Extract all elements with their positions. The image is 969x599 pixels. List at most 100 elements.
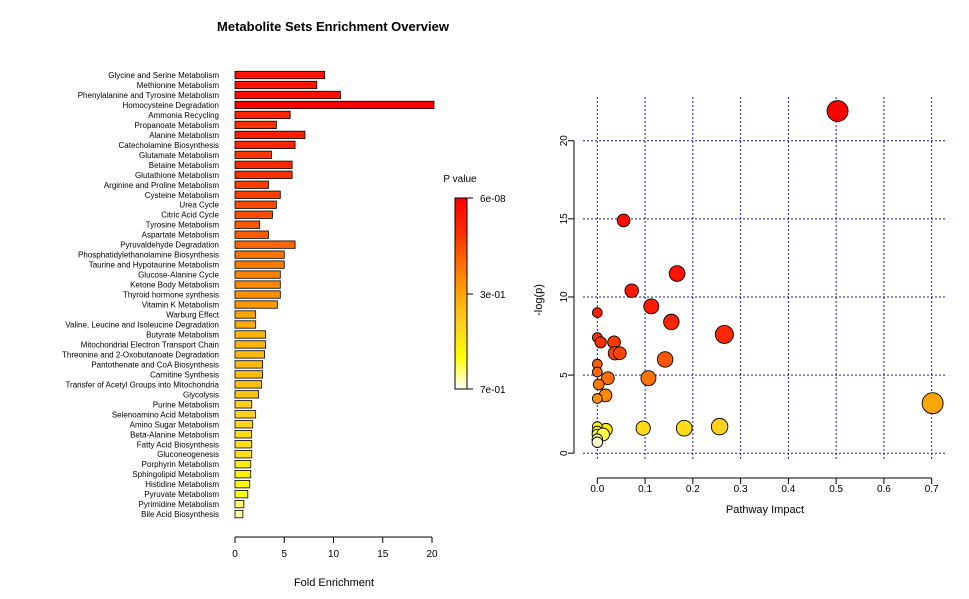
scatter-point (592, 366, 603, 378)
bar (234, 90, 341, 100)
scatter-point (921, 392, 944, 415)
bar-category-label: Transfer of Acetyl Groups into Mitochond… (65, 380, 219, 389)
bar-category-label: Betaine Metabolism (149, 161, 220, 170)
legend-tick-label: 6e-08 (480, 194, 506, 205)
scatter-x-tick-label: 0.6 (877, 484, 891, 495)
bar-category-label: Pyruvaldehyde Degradation (120, 241, 219, 250)
scatter-point (592, 307, 603, 318)
bar (234, 80, 318, 90)
bar-category-label: Pyrimidine Metabolism (139, 500, 220, 509)
bar-category-label: Taurine and Hypotaurine Metabolism (89, 261, 220, 270)
bar-category-label: Purine Metabolism (153, 400, 220, 409)
scatter-x-tick-label: 0.5 (829, 484, 843, 495)
enrichment-bar-chart: Glycine and Serine MetabolismMethionine … (62, 70, 438, 589)
legend-ticks: 6e-08 3e-01 7e-01 (467, 194, 506, 396)
bar-category-label: Butyrate Metabolism (146, 330, 219, 339)
bar (234, 110, 291, 120)
scatter-point (710, 417, 729, 436)
bar-x-tick-label: 20 (426, 549, 438, 560)
bar-category-label: Ketone Body Metabolism (130, 281, 219, 290)
scatter-x-tick-label: 0.7 (925, 484, 939, 495)
pvalue-legend: P value 6e-08 3e-01 7e-01 (443, 174, 506, 396)
bar (234, 300, 278, 309)
bar (234, 160, 293, 169)
scatter-point (594, 336, 607, 349)
bar (234, 130, 306, 139)
bar-category-label: Alanine Metabolism (149, 131, 219, 140)
bar-category-label: Glucose-Alanine Cycle (138, 271, 219, 280)
bar-x-tick-label: 15 (377, 549, 389, 560)
bar (234, 240, 296, 249)
bar (234, 120, 277, 129)
scatter-point (656, 351, 674, 368)
bar-category-label: Glutathione Metabolism (135, 171, 219, 180)
bar (234, 210, 273, 219)
scatter-grid (583, 97, 946, 461)
chart-title: Metabolite Sets Enrichment Overview (217, 19, 450, 34)
bar (234, 320, 257, 329)
bar-category-label: Pantothenate and CoA Biosynthesis (91, 360, 219, 369)
scatter-y-tick-label: 5 (559, 372, 570, 378)
scatter-x-tick-label: 0.0 (590, 484, 604, 495)
bar (234, 230, 269, 239)
scatter-point (616, 213, 631, 228)
bar (234, 420, 254, 429)
bar (234, 440, 253, 449)
bar (234, 140, 296, 149)
bar (234, 460, 252, 469)
scatter-point (612, 346, 627, 361)
legend-tick-label: 3e-01 (480, 290, 506, 301)
bar-category-label: Glycine and Serine Metabolism (108, 71, 219, 80)
pathway-impact-scatter: 0.0 0.1 0.2 0.3 0.4 0.5 0.6 0.7 0 5 10 15 20 Pathway… (533, 97, 946, 516)
bar-category-label: Cysteine Metabolism (145, 191, 220, 200)
bar (234, 350, 265, 359)
bar (234, 340, 266, 349)
scatter-point (591, 436, 604, 448)
bar-category-label: Histidine Metabolism (145, 480, 219, 489)
scatter-y-axis-title: -log(p) (533, 284, 545, 316)
scatter-point (624, 283, 639, 298)
scatter-x-tick-label: 0.2 (686, 484, 700, 495)
bar-category-label: Gluconeogenesis (157, 450, 219, 459)
scatter-x-tick-label: 0.3 (734, 484, 748, 495)
bar-category-label: Pyruvate Metabolism (144, 490, 219, 499)
scatter-points (591, 100, 944, 448)
scatter-y-tick-label: 15 (559, 213, 570, 225)
bar-category-label: Propanoate Metabolism (135, 121, 220, 130)
bar (234, 200, 277, 209)
bar-category-labels: Glycine and Serine MetabolismMethionine … (62, 71, 220, 519)
bar-category-label: Warburg Effect (166, 311, 220, 320)
scatter-axes: 0.0 0.1 0.2 0.3 0.4 0.5 0.6 0.7 0 5 10 15 20 (559, 135, 939, 495)
bar-category-label: Homocysteine Degradation (123, 101, 220, 110)
scatter-y-tick-label: 20 (559, 135, 570, 147)
bar (234, 410, 257, 419)
scatter-x-tick-label: 0.1 (638, 484, 652, 495)
scatter-x-tick-label: 0.4 (781, 484, 795, 495)
bar-category-label: Tyrosine Metabolism (146, 221, 220, 230)
bar (234, 250, 285, 259)
bar-x-axis-title: Fold Enrichment (294, 577, 374, 589)
bar-category-label: Threonine and 2-Oxobutanoate Degradation (62, 350, 219, 359)
bar-x-tick-label: 0 (232, 549, 238, 560)
bar (234, 190, 281, 199)
bar-category-label: Fatty Acid Biosynthesis (137, 440, 219, 449)
legend-title: P value (443, 174, 477, 185)
scatter-point (663, 313, 680, 331)
bar-category-label: Carnitine Synthesis (150, 370, 219, 379)
bar-category-label: Glycolysis (183, 390, 219, 399)
scatter-point (635, 420, 651, 436)
bar (234, 280, 281, 289)
bar (234, 380, 263, 389)
legend-color-bar (454, 197, 468, 390)
bar-category-label: Vitamin K Metabolism (142, 301, 220, 310)
scatter-point (714, 325, 734, 344)
bar-category-label: Urea Cycle (179, 201, 219, 210)
bar (234, 290, 281, 299)
bar (234, 180, 269, 189)
bar (234, 330, 266, 339)
scatter-point (643, 298, 660, 315)
bar-category-label: Aspartate Metabolism (142, 231, 220, 240)
bar-category-label: Porphyrin Metabolism (142, 460, 220, 469)
scatter-point (675, 419, 693, 437)
bar (234, 220, 261, 229)
